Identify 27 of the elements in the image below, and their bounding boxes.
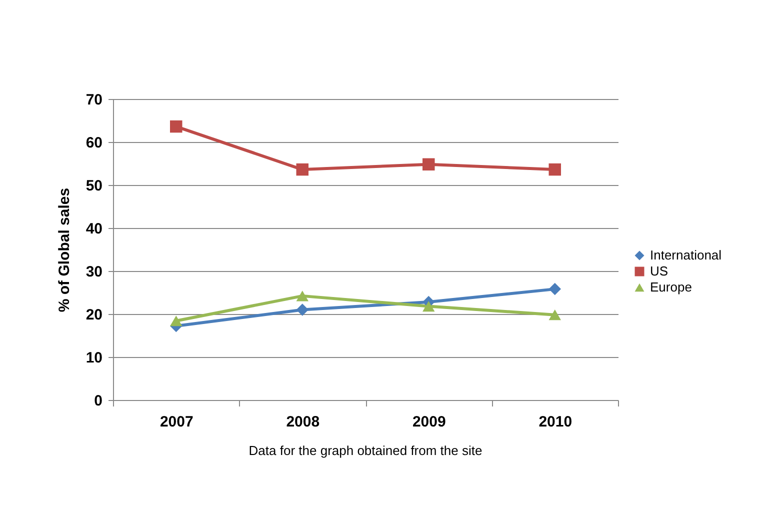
legend-label: International [650,248,722,262]
y-axis-title: % of Global sales [56,188,73,312]
y-tick-label: 40 [86,220,102,238]
x-tick-label: 2010 [538,414,572,430]
y-tick-label: 20 [86,306,102,324]
y-tick-label: 0 [94,392,102,410]
y-tick-label: 50 [86,178,102,194]
point [422,158,435,170]
point [548,282,561,296]
y-tick-label: 60 [86,134,102,152]
y-tick-label: 10 [86,350,102,366]
point [422,300,435,312]
point [548,310,561,320]
legend-label: US [650,264,668,278]
point [296,290,308,302]
text: Data for the graph obtained from the site [248,443,482,458]
x-tick-label: 2008 [286,414,320,430]
point [548,163,561,176]
legend-label: Europe [650,280,692,294]
point [170,316,182,326]
y-tick-label: 30 [86,264,102,280]
y-tick-label: 70 [86,92,102,108]
point [296,163,308,176]
point [170,120,182,133]
point [296,304,308,316]
x-tick-label: 2009 [412,414,446,430]
x-tick-label: 2007 [160,414,194,430]
